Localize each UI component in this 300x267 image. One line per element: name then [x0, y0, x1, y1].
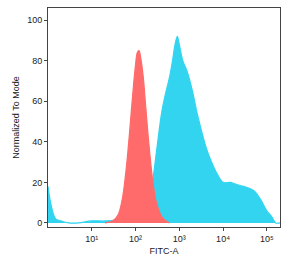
svg-text:FITC-A: FITC-A — [150, 246, 179, 256]
svg-text:80: 80 — [32, 56, 42, 66]
svg-text:10³: 10³ — [173, 234, 186, 244]
svg-text:20: 20 — [32, 178, 42, 188]
svg-text:10⁴: 10⁴ — [216, 234, 230, 244]
svg-text:40: 40 — [32, 137, 42, 147]
svg-text:60: 60 — [32, 96, 42, 106]
svg-text:10²: 10² — [129, 234, 142, 244]
svg-text:10⁵: 10⁵ — [260, 234, 274, 244]
svg-text:0: 0 — [37, 218, 42, 228]
svg-text:100: 100 — [27, 15, 42, 25]
svg-text:Normalized To Mode: Normalized To Mode — [11, 76, 21, 158]
svg-text:10¹: 10¹ — [85, 234, 98, 244]
